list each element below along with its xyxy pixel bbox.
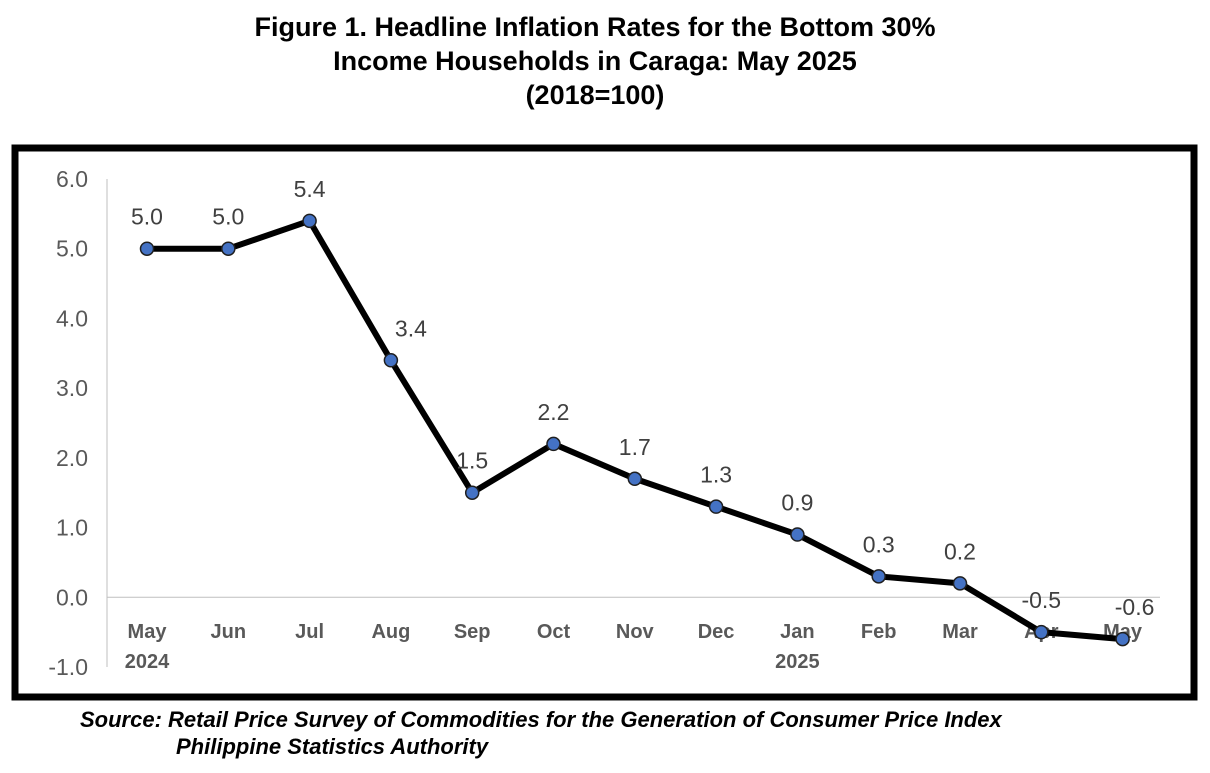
y-tick-label: 0.0	[56, 584, 88, 610]
data-label: 0.2	[944, 538, 976, 564]
y-tick-label: 4.0	[56, 305, 88, 331]
x-tick-label: Mar	[942, 621, 978, 643]
chart-title: Figure 1. Headline Inflation Rates for t…	[0, 10, 1190, 112]
data-label: -0.5	[1021, 587, 1061, 613]
data-label: 2.2	[538, 399, 570, 425]
series-path	[144, 217, 1126, 643]
data-label: 5.0	[212, 204, 244, 230]
data-label: 0.3	[863, 531, 895, 557]
source-note: Source: Retail Price Survey of Commoditi…	[80, 706, 1002, 760]
data-label: 0.9	[781, 490, 813, 516]
y-tick-label: 3.0	[56, 375, 88, 401]
data-point	[952, 576, 968, 591]
x-tick-label: Oct	[537, 621, 571, 643]
chart-title-line-2: Income Households in Caraga: May 2025	[333, 46, 857, 76]
x-tick-label: Jun	[211, 621, 247, 643]
x-tick-label: Feb	[861, 621, 897, 643]
y-tick-label: 1.0	[56, 515, 88, 541]
data-point	[383, 353, 399, 368]
data-label: 1.3	[700, 462, 732, 488]
data-point	[627, 471, 643, 487]
source-line-1: Source: Retail Price Survey of Commoditi…	[80, 707, 1002, 732]
data-label: 5.0	[131, 204, 163, 230]
x-year-label: 2024	[125, 651, 170, 673]
data-point	[546, 436, 561, 452]
data-point	[139, 241, 155, 256]
y-tick-label: 5.0	[56, 236, 88, 262]
data-labels: 5.0 5.0 5.4 3.4 1.5 2.2 1.7 1.3 0.9 0.3 0.2 -0.5 -0.…	[131, 176, 1154, 620]
data-point	[708, 499, 724, 514]
data-label: 5.4	[294, 176, 326, 202]
data-label: 1.7	[619, 434, 651, 460]
x-year-label: 2025	[775, 651, 820, 673]
data-label: 1.5	[456, 448, 488, 474]
x-tick-label: May	[128, 621, 168, 643]
x-tick-label: Jul	[295, 621, 324, 643]
data-point	[464, 485, 480, 500]
y-tick-label: -1.0	[48, 654, 88, 680]
data-point	[790, 527, 805, 542]
data-point	[1034, 624, 1049, 640]
data-label: 3.4	[395, 315, 427, 341]
x-tick-label: Aug	[371, 621, 410, 643]
y-tick-label: 6.0	[56, 166, 88, 192]
data-label: -0.6	[1115, 594, 1155, 620]
x-tick-label: Dec	[698, 621, 735, 643]
x-tick-label: Nov	[616, 621, 655, 643]
x-tick-label: Sep	[454, 621, 491, 643]
chart-title-line-3: (2018=100)	[525, 80, 665, 110]
chart-frame	[11, 144, 1198, 701]
data-point	[871, 569, 886, 584]
series-line	[139, 213, 1130, 647]
data-point	[1115, 631, 1130, 647]
y-axis: 6.0 5.0 4.0 3.0 2.0 1.0 0.0 -1.0	[48, 166, 108, 680]
data-point	[302, 213, 317, 229]
chart-title-line-1: Figure 1. Headline Inflation Rates for t…	[254, 12, 936, 42]
data-point	[221, 241, 236, 256]
y-tick-label: 2.0	[56, 445, 88, 471]
x-tick-label: Jan	[780, 621, 814, 643]
source-line-2: Philippine Statistics Authority	[176, 734, 489, 759]
x-axis: May 2024 Jun Jul Aug Sep Oct Nov Dec Jan 2025 Feb Ma…	[107, 596, 1160, 673]
